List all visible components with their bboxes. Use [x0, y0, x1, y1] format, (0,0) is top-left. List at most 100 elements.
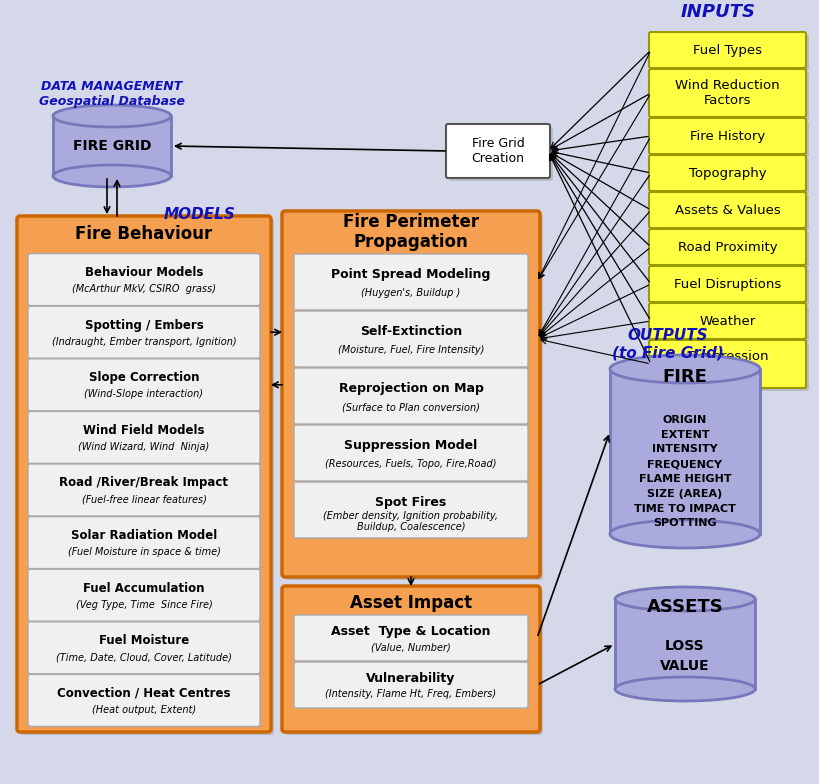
Text: Weather: Weather: [699, 314, 754, 328]
Text: (Fuel-free linear features): (Fuel-free linear features): [81, 495, 206, 505]
FancyBboxPatch shape: [648, 32, 805, 68]
Text: LOSS
VALUE: LOSS VALUE: [659, 639, 709, 673]
Text: Reprojection on Map: Reprojection on Map: [338, 382, 483, 394]
FancyBboxPatch shape: [446, 124, 550, 178]
Text: Asset  Type & Location: Asset Type & Location: [331, 625, 490, 638]
FancyBboxPatch shape: [31, 415, 260, 464]
FancyBboxPatch shape: [651, 35, 808, 71]
Text: Point Spread Modeling: Point Spread Modeling: [331, 267, 490, 281]
Text: Fire Perimeter
Propagation: Fire Perimeter Propagation: [342, 212, 478, 252]
Text: (Time, Date, Cloud, Cover, Latitude): (Time, Date, Cloud, Cover, Latitude): [56, 652, 232, 662]
Text: (Surface to Plan conversion): (Surface to Plan conversion): [342, 402, 479, 412]
Text: Solar Radiation Model: Solar Radiation Model: [70, 529, 217, 542]
Text: MODELS: MODELS: [164, 206, 236, 222]
FancyBboxPatch shape: [28, 517, 260, 568]
Bar: [614, 599, 754, 689]
Text: Fire History: Fire History: [689, 129, 764, 143]
Text: OUTPUTS
(to Fire Grid): OUTPUTS (to Fire Grid): [611, 328, 723, 360]
Text: INPUTS: INPUTS: [680, 3, 754, 21]
FancyBboxPatch shape: [28, 359, 260, 411]
Text: Topography: Topography: [688, 166, 766, 180]
FancyBboxPatch shape: [296, 371, 528, 425]
Text: ASSETS: ASSETS: [646, 598, 722, 616]
FancyBboxPatch shape: [651, 343, 808, 391]
FancyBboxPatch shape: [28, 412, 260, 463]
FancyBboxPatch shape: [17, 216, 270, 732]
FancyBboxPatch shape: [648, 155, 805, 191]
Bar: [53, 116, 171, 176]
Text: (Intensity, Flame Ht, Freq, Embers): (Intensity, Flame Ht, Freq, Embers): [325, 689, 496, 699]
FancyBboxPatch shape: [648, 340, 805, 388]
FancyBboxPatch shape: [31, 361, 260, 412]
FancyBboxPatch shape: [28, 253, 260, 306]
Text: Fire Behaviour: Fire Behaviour: [75, 225, 212, 243]
Text: FIRE: FIRE: [662, 368, 707, 386]
FancyBboxPatch shape: [294, 254, 527, 310]
Text: Spot Fires: Spot Fires: [375, 495, 446, 509]
FancyBboxPatch shape: [296, 314, 528, 368]
Text: Spotting / Embers: Spotting / Embers: [84, 318, 203, 332]
Text: Assets & Values: Assets & Values: [674, 204, 780, 216]
Text: Fuel Moisture: Fuel Moisture: [99, 634, 189, 647]
Ellipse shape: [53, 105, 171, 127]
Ellipse shape: [609, 355, 759, 383]
Text: (Ember density, Ignition probability,
Buildup, Coalescence): (Ember density, Ignition probability, Bu…: [324, 510, 498, 532]
Text: Fuel Disruptions: Fuel Disruptions: [673, 278, 781, 291]
Text: Slope Correction: Slope Correction: [88, 371, 199, 384]
Text: Fuel Accumulation: Fuel Accumulation: [84, 582, 205, 594]
FancyBboxPatch shape: [651, 232, 808, 268]
Text: FIRE GRID: FIRE GRID: [73, 139, 151, 153]
FancyBboxPatch shape: [648, 69, 805, 117]
FancyBboxPatch shape: [31, 520, 260, 570]
Text: Self-Extinction: Self-Extinction: [360, 325, 462, 338]
FancyBboxPatch shape: [285, 214, 542, 580]
FancyBboxPatch shape: [648, 303, 805, 339]
FancyBboxPatch shape: [294, 615, 527, 661]
FancyBboxPatch shape: [449, 127, 552, 181]
Text: Suppression
Resources: Suppression Resources: [686, 350, 767, 378]
FancyBboxPatch shape: [28, 674, 260, 727]
FancyBboxPatch shape: [294, 662, 527, 708]
FancyBboxPatch shape: [285, 589, 542, 735]
FancyBboxPatch shape: [651, 195, 808, 231]
FancyBboxPatch shape: [31, 625, 260, 675]
Text: (McArthur MkV, CSIRO  grass): (McArthur MkV, CSIRO grass): [72, 285, 215, 294]
Text: DATA MANAGEMENT
Geospatial Database: DATA MANAGEMENT Geospatial Database: [39, 80, 185, 108]
FancyBboxPatch shape: [20, 219, 274, 735]
Text: (Value, Number): (Value, Number): [371, 642, 450, 652]
Text: (Veg Type, Time  Since Fire): (Veg Type, Time Since Fire): [75, 600, 212, 610]
Text: Asset Impact: Asset Impact: [350, 594, 472, 612]
Text: Behaviour Models: Behaviour Models: [84, 266, 203, 279]
FancyBboxPatch shape: [296, 257, 528, 311]
FancyBboxPatch shape: [294, 425, 527, 481]
FancyBboxPatch shape: [31, 309, 260, 359]
FancyBboxPatch shape: [28, 569, 260, 621]
Text: (Wind-Slope interaction): (Wind-Slope interaction): [84, 390, 203, 399]
FancyBboxPatch shape: [28, 622, 260, 673]
Text: Wind Reduction
Factors: Wind Reduction Factors: [674, 79, 779, 107]
FancyBboxPatch shape: [282, 211, 540, 577]
Text: (Wind Wizard, Wind  Ninja): (Wind Wizard, Wind Ninja): [79, 442, 210, 452]
FancyBboxPatch shape: [294, 368, 527, 424]
FancyBboxPatch shape: [651, 306, 808, 342]
FancyBboxPatch shape: [648, 192, 805, 228]
Text: Wind Field Models: Wind Field Models: [84, 423, 205, 437]
Ellipse shape: [614, 587, 754, 611]
Ellipse shape: [609, 520, 759, 548]
FancyBboxPatch shape: [31, 256, 260, 307]
FancyBboxPatch shape: [651, 158, 808, 194]
Bar: [609, 369, 759, 534]
FancyBboxPatch shape: [28, 307, 260, 358]
Text: Fire Grid
Creation: Fire Grid Creation: [471, 137, 524, 165]
FancyBboxPatch shape: [296, 485, 528, 539]
Text: Vulnerability: Vulnerability: [366, 672, 455, 685]
FancyBboxPatch shape: [296, 618, 528, 662]
FancyBboxPatch shape: [296, 428, 528, 482]
FancyBboxPatch shape: [651, 72, 808, 120]
FancyBboxPatch shape: [282, 586, 540, 732]
FancyBboxPatch shape: [651, 269, 808, 305]
FancyBboxPatch shape: [296, 665, 528, 709]
FancyBboxPatch shape: [31, 572, 260, 622]
Text: (Moisture, Fuel, Fire Intensity): (Moisture, Fuel, Fire Intensity): [337, 346, 483, 355]
FancyBboxPatch shape: [648, 118, 805, 154]
